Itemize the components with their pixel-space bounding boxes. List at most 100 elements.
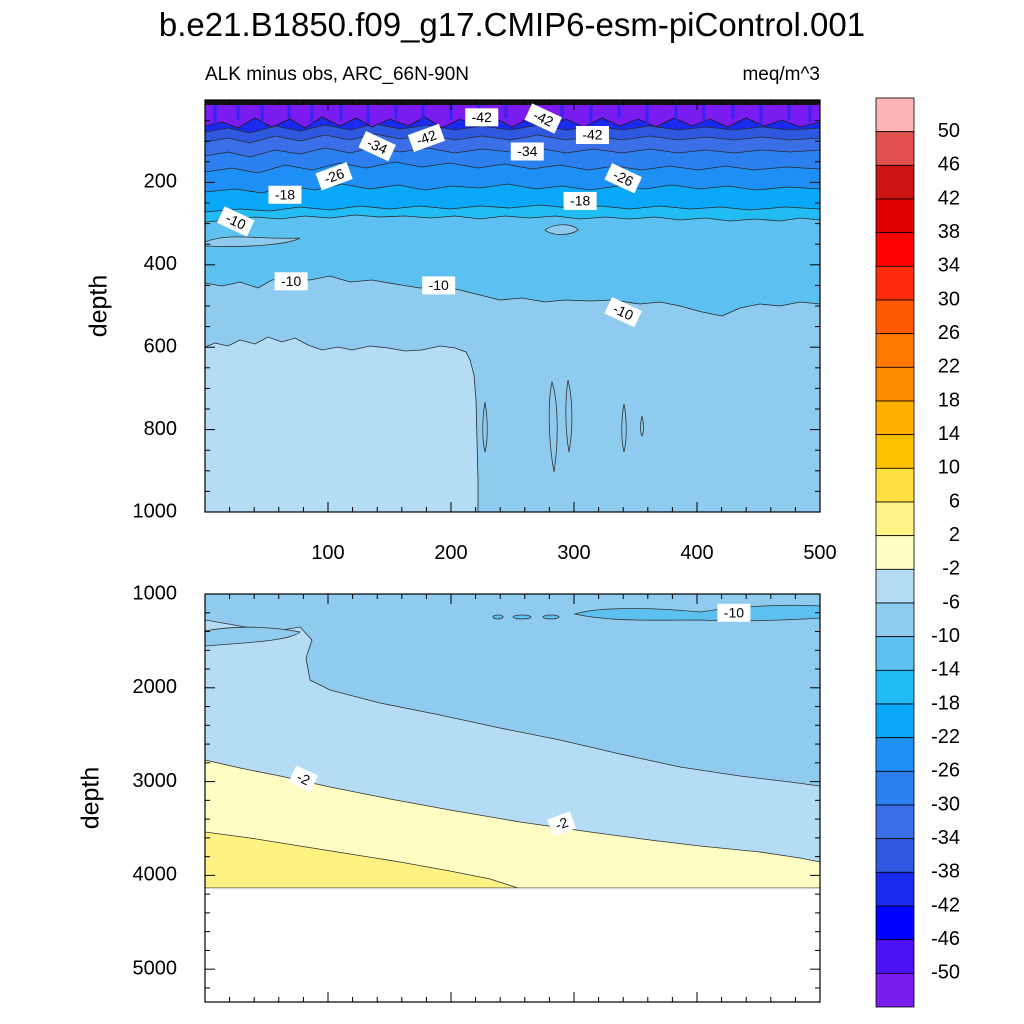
colorbar-label: -42	[931, 894, 960, 916]
upper-x-tick-label: 200	[434, 542, 467, 564]
lower-y-tick-label: 2000	[133, 676, 178, 698]
colorbar-swatch	[875, 501, 915, 537]
lower-contour-labels: -10 -2 -2	[288, 603, 751, 837]
colorbar-swatch	[875, 366, 915, 402]
colorbar-label: -30	[931, 793, 960, 815]
colorbar-swatch	[875, 602, 915, 638]
subtitle-units: meq/m^3	[742, 64, 820, 85]
colorbar-label: 6	[949, 490, 960, 512]
contour-label: -26	[604, 163, 642, 194]
colorbar-swatch	[875, 669, 915, 705]
contour-label-text: -10	[429, 277, 449, 293]
upper-y-tick-label: 200	[144, 171, 177, 193]
colorbar-swatch	[875, 636, 915, 671]
contour-label: -10	[717, 603, 751, 622]
contour-label: -42	[407, 123, 445, 153]
contour-label: -42	[524, 103, 563, 134]
colorbar-label: -46	[931, 928, 960, 950]
colorbar-label: 26	[938, 322, 960, 344]
contour-label-text: -42	[531, 107, 556, 130]
colorbar-label: -10	[931, 625, 960, 647]
subtitle-region: ALK minus obs, ARC_66N-90N	[205, 64, 470, 85]
contour-label: -10	[422, 276, 456, 295]
contour-label-text: -26	[611, 166, 636, 189]
upper-contour-labels: -42 -42 -42 -42 -34 -34 -26 -26 -18 -18 -10 -10 -10 -…	[216, 103, 642, 328]
colorbar-label: -2	[942, 558, 960, 580]
colorbar-swatch	[875, 198, 915, 234]
contour-label: -2	[547, 811, 577, 837]
contour-label-text: -26	[322, 165, 347, 187]
colorbar-label: -38	[931, 861, 960, 883]
lower-y-tick-label: 1000	[133, 582, 178, 604]
colorbar-label: 14	[938, 423, 960, 445]
lower-y-tick-label: 4000	[133, 864, 178, 886]
colorbar-label: -26	[931, 760, 960, 782]
upper-x-tick-label: 100	[311, 542, 344, 564]
colorbar-label: 50	[938, 120, 960, 142]
colorbar-label: 2	[949, 524, 960, 546]
upper-y-tick-label: 400	[144, 253, 177, 275]
colorbar-label: -34	[931, 827, 960, 849]
colorbar-swatch	[875, 838, 915, 873]
upper-x-tick-label: 400	[680, 542, 713, 564]
colorbar-label: 34	[938, 255, 960, 277]
contour-label-text: -42	[472, 109, 492, 125]
colorbar-swatch	[875, 804, 915, 840]
colorbar-label: -22	[931, 726, 960, 748]
colorbar-swatch	[875, 434, 915, 469]
colorbar-swatch	[875, 131, 915, 166]
contour-label: -10	[274, 272, 308, 291]
lower-contour-fills	[205, 594, 820, 1002]
contour-label: -26	[315, 162, 353, 191]
colorbar-label: 38	[938, 221, 960, 243]
contour-label: -42	[575, 126, 609, 145]
lower-fill-minus10-pocket	[205, 626, 301, 647]
contour-label-text: -34	[365, 134, 390, 157]
colorbar: 50 46 42 38 34 30 26 22 18 14 10 6 2 -2 -6 -10 -14 -18 -22…	[875, 97, 960, 1008]
contour-label-text: -10	[281, 273, 301, 289]
lower-frame	[204, 593, 821, 1003]
upper-ticks	[204, 99, 821, 513]
chart-title: b.e21.B1850.f09_g17.CMIP6-esm-piControl.…	[158, 6, 866, 43]
contour-label: -2	[288, 765, 319, 793]
colorbar-swatch	[875, 939, 915, 974]
contour-label-text: -10	[611, 300, 636, 323]
contour-label: -10	[604, 297, 642, 328]
colorbar-label: 18	[938, 389, 960, 411]
colorbar-label: -14	[931, 659, 960, 681]
upper-y-tick-labels: 200 400 600 800 1000	[133, 171, 178, 523]
colorbar-swatch	[875, 972, 915, 1008]
upper-x-tick-labels: 100 200 300 400 500	[311, 542, 836, 564]
contour-label-text: -42	[582, 127, 602, 143]
colorbar-label: -6	[942, 591, 960, 613]
colorbar-label: 22	[938, 356, 960, 378]
upper-x-tick-label: 300	[557, 542, 590, 564]
contour-label: -18	[563, 191, 597, 210]
colorbar-swatch	[875, 232, 915, 267]
colorbar-swatch	[875, 265, 915, 301]
colorbar-swatch	[875, 905, 915, 941]
contour-label-text: -42	[414, 127, 439, 149]
colorbar-swatch	[875, 737, 915, 772]
colorbar-swatch	[875, 871, 915, 907]
colorbar-swatch	[875, 299, 915, 335]
contour-label-text: -18	[275, 186, 295, 202]
lower-fill-minus14	[573, 604, 820, 622]
colorbar-label: -50	[931, 962, 960, 984]
upper-y-axis-label: depth	[85, 275, 113, 338]
contour-label-text: -34	[517, 143, 537, 159]
upper-x-tick-label: 500	[803, 542, 836, 564]
colorbar-swatch	[875, 467, 915, 503]
colorbar-swatch	[875, 535, 915, 570]
colorbar-swatch	[875, 400, 915, 436]
contour-label: -34	[510, 142, 544, 161]
contour-label: -42	[465, 108, 499, 127]
upper-y-tick-label: 1000	[133, 500, 178, 522]
colorbar-swatch	[875, 164, 915, 200]
upper-isolated-contours	[205, 224, 644, 473]
lower-below-seafloor	[205, 888, 820, 1002]
contour-label-text: -10	[223, 210, 248, 233]
lower-y-tick-label: 3000	[133, 770, 178, 792]
colorbar-swatch	[875, 703, 915, 739]
